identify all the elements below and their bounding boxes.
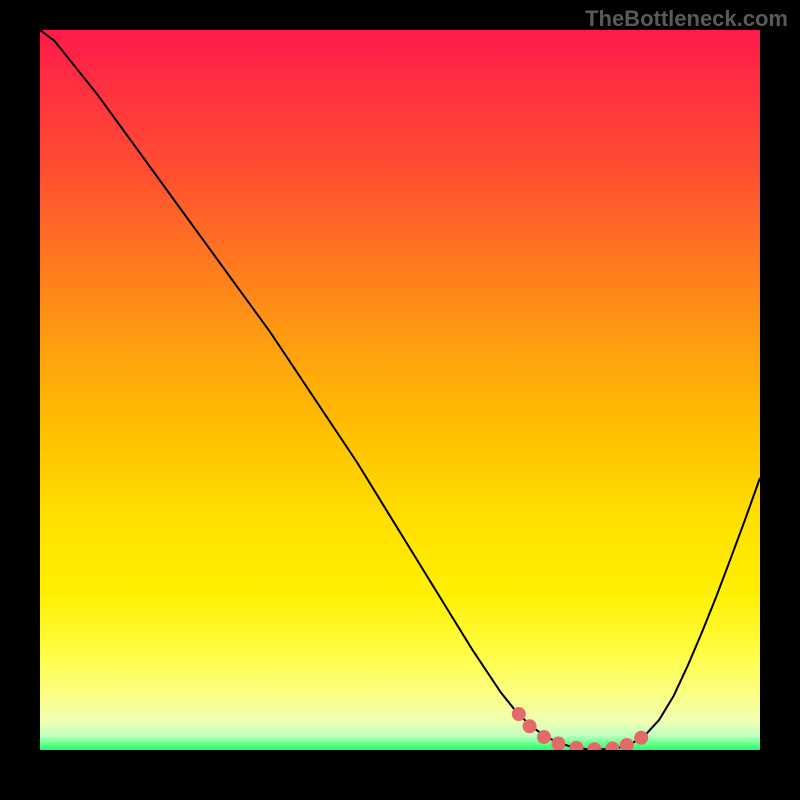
- marker-dot: [512, 707, 526, 721]
- marker-dot: [605, 742, 619, 750]
- marker-dot: [537, 730, 551, 744]
- marker-dot: [620, 738, 634, 750]
- bottleneck-curve: [40, 30, 760, 749]
- chart-container: TheBottleneck.com: [0, 0, 800, 800]
- marker-dot: [523, 719, 537, 733]
- watermark-text: TheBottleneck.com: [585, 6, 788, 32]
- plot-area: [40, 30, 760, 750]
- marker-dot: [569, 741, 583, 750]
- marker-dot: [551, 737, 565, 750]
- marker-dot: [634, 731, 648, 745]
- marker-dot: [587, 742, 601, 750]
- curve-svg: [40, 30, 760, 750]
- marker-group: [512, 707, 648, 750]
